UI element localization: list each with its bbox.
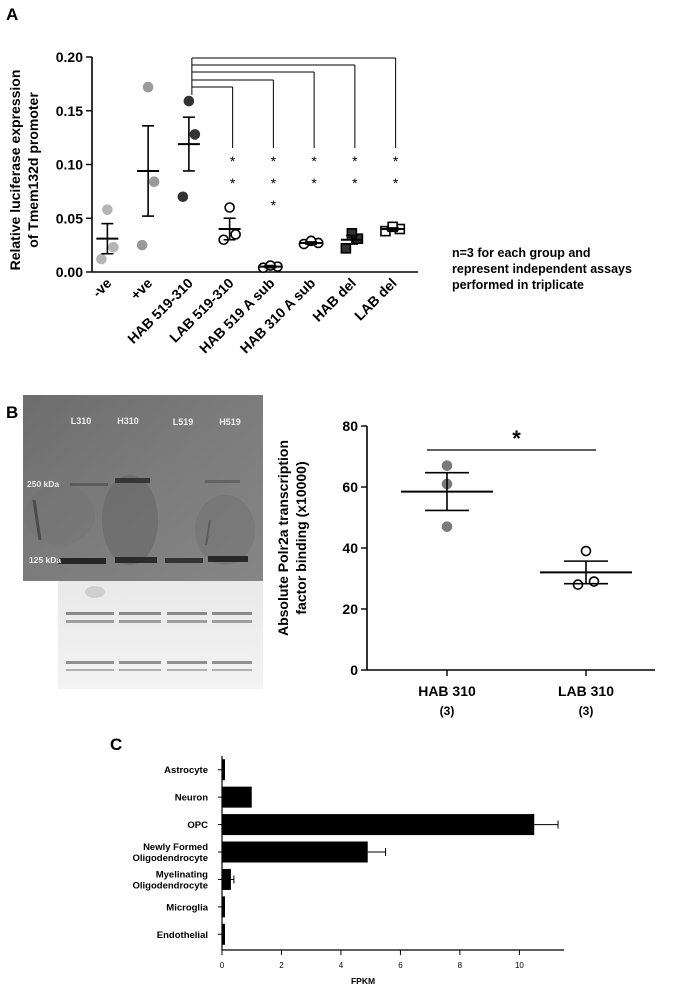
panel-a-point	[352, 233, 364, 244]
panel-a-significance-star: *	[311, 175, 317, 191]
panel-a-point	[340, 243, 352, 254]
panel-c-category-label: Neuron	[175, 793, 208, 804]
panel-a-significance-star: *	[352, 175, 358, 191]
panel-b-chart: Absolute Polr2a transcription factor bin…	[275, 418, 655, 718]
panel-c-category-label: Microglia	[166, 902, 208, 913]
blot-lane-label-4: H519	[219, 417, 241, 427]
panel-c-xlabel: FPKM	[351, 976, 375, 986]
panel-c-category-label: Endothelial	[157, 930, 208, 941]
panel-a-point	[148, 176, 160, 187]
panel-c-category-label: Oligodendrocyte	[133, 880, 208, 891]
panel-b-ytick-label: 60	[342, 479, 358, 495]
panel-a-point	[230, 229, 241, 240]
panel-c-bar	[222, 814, 535, 836]
panel-c-category-label: Newly Formed	[143, 842, 208, 853]
panel-a-note-line3: performed in triplicate	[452, 278, 584, 292]
panel-b-category-n: (3)	[579, 704, 594, 718]
panel-a-ytick-label: 0.15	[56, 103, 83, 119]
panel-b-point	[588, 576, 600, 587]
panel-c-bar	[222, 759, 225, 781]
panel-c-bar	[222, 923, 225, 945]
panel-b-ytick-label: 80	[342, 418, 358, 434]
panel-b-point	[580, 545, 592, 557]
panel-b-ylabel-line2: factor binding (x10000)	[293, 461, 309, 614]
panel-a-ytick-label: 0.10	[56, 157, 83, 173]
panel-a-note: n=3 for each group and represent indepen…	[452, 246, 632, 292]
blot-lane-label-2: H310	[117, 416, 139, 426]
panel-a-category-label: HAB 310 A sub	[237, 275, 319, 357]
panel-a-point	[142, 81, 154, 93]
panel-b-point	[441, 521, 453, 532]
panel-c-category-label: Myelinating	[156, 869, 208, 880]
panel-b-ytick-label: 40	[342, 540, 358, 556]
panel-b-ylabel-line1: Absolute Polr2a transcription	[275, 440, 291, 636]
panel-a-significance-star: *	[271, 197, 277, 213]
panel-a-significance-star: *	[271, 175, 277, 191]
western-blot-image: L310 H310 L519 H519 250 kDa 125 kDa	[23, 395, 263, 689]
panel-letter-a: A	[6, 5, 18, 24]
panel-c-xtick-label: 2	[279, 961, 284, 970]
panel-b-category-label: HAB 310	[418, 683, 476, 699]
panel-a-point	[177, 191, 189, 203]
panel-c-bar	[222, 841, 368, 863]
panel-a-significance-star: *	[230, 175, 236, 191]
panel-a-note-line1: n=3 for each group and	[452, 246, 591, 260]
panel-b-category-n: (3)	[440, 704, 455, 718]
panel-a-category-label: +ve	[127, 275, 155, 303]
panel-c-bar	[222, 896, 225, 918]
panel-b-ytick-label: 20	[342, 601, 358, 617]
panel-letter-b: B	[6, 403, 18, 422]
panel-a-point	[96, 253, 107, 265]
panel-c-bar	[222, 868, 231, 890]
panel-b-point	[572, 579, 584, 590]
panel-a-point	[102, 204, 113, 215]
panel-a-point	[387, 221, 398, 233]
panel-a-category-label: HAB del	[309, 275, 359, 325]
panel-c-category-label: Oligodendrocyte	[133, 853, 208, 864]
panel-letter-c: C	[110, 735, 122, 754]
panel-c-category-label: OPC	[187, 820, 208, 831]
panel-a-category-label: LAB del	[351, 275, 400, 324]
panel-a-ytick-label: 0.00	[56, 264, 83, 280]
panel-a-chart: Relative luciferase expression of Tmem13…	[7, 49, 418, 356]
panel-c-chart: 0 2 4 6 8 10 FPKM Astrocyte Neuron OPC Newly Forme…	[133, 756, 564, 986]
panel-a-point	[189, 129, 201, 140]
panel-a-significance-star: *	[393, 153, 399, 169]
blot-marker-250: 250 kDa	[27, 479, 59, 489]
panel-a-ylabel-line1: Relative luciferase expression	[7, 70, 23, 271]
panel-a-category-label: -ve	[89, 275, 115, 301]
panel-b-ytick-label: 0	[350, 662, 358, 678]
panel-c-xtick-label: 8	[458, 961, 463, 970]
panel-a-point	[136, 239, 148, 251]
loading-stain	[58, 581, 263, 689]
panel-c-xtick-label: 0	[220, 961, 225, 970]
panel-a-ylabel-line2: of Tmem132d promoter	[25, 92, 41, 248]
panel-b-point	[441, 460, 453, 471]
blot-lane-label-3: L519	[173, 417, 194, 427]
panel-a-significance-star: *	[230, 153, 236, 169]
panel-b-significance-star: *	[512, 426, 521, 451]
panel-c-xtick-label: 10	[515, 961, 524, 970]
panel-a-ytick-label: 0.20	[56, 49, 83, 65]
blot-marker-125: 125 kDa	[29, 555, 61, 565]
panel-a-ytick-label: 0.05	[56, 210, 83, 226]
blot-lane-label-1: L310	[71, 416, 92, 426]
panel-a-point	[224, 202, 235, 213]
panel-a-significance-star: *	[352, 153, 358, 169]
panel-c-xtick-label: 6	[398, 961, 403, 970]
panel-a-point	[108, 241, 119, 253]
panel-c-xtick-label: 4	[339, 961, 344, 970]
panel-c-bar	[222, 786, 252, 808]
panel-a-significance-star: *	[393, 175, 399, 191]
panel-c-category-label: Astrocyte	[164, 765, 208, 776]
panel-a-significance-star: *	[311, 153, 317, 169]
panel-a-note-line2: represent independent assays	[452, 262, 632, 276]
panel-a-significance-star: *	[271, 153, 277, 169]
panel-a-point	[183, 95, 195, 107]
panel-b-category-label: LAB 310	[558, 683, 614, 699]
blot-membrane	[23, 395, 263, 581]
